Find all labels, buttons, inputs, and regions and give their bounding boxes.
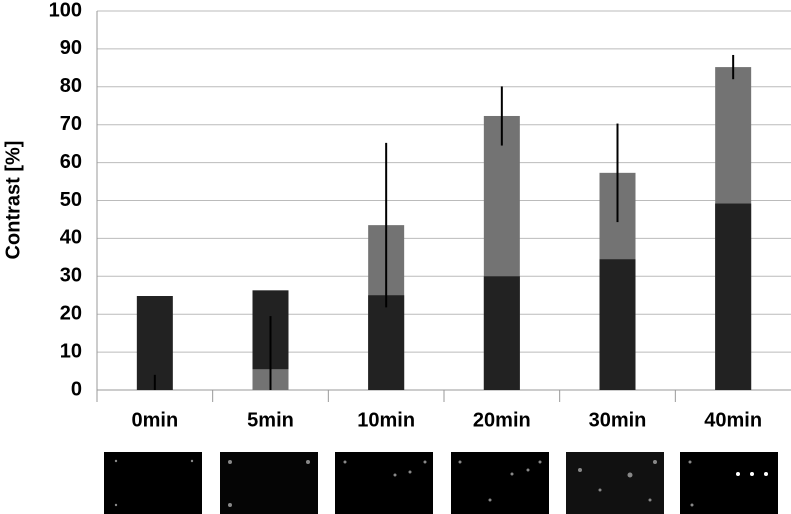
- x-tick-label: 10min: [357, 409, 415, 431]
- y-tick-label: 80: [60, 75, 82, 97]
- thumbnail: [220, 452, 318, 514]
- bar: [136, 296, 173, 390]
- bar: [599, 259, 636, 390]
- y-tick-label: 20: [60, 302, 82, 324]
- bar: [368, 295, 405, 390]
- error-bars: [153, 54, 735, 390]
- y-axis-title: Contrast [%]: [2, 141, 24, 260]
- y-tick-label: 10: [60, 340, 82, 362]
- x-tick-label: 40min: [704, 409, 762, 431]
- y-tick-label: 40: [60, 227, 82, 249]
- x-tick-label: 20min: [473, 409, 531, 431]
- thumbnail: [335, 452, 433, 514]
- y-tick-label: 30: [60, 265, 82, 287]
- y-tick-label: 100: [49, 0, 82, 21]
- thumbnail: [566, 452, 664, 514]
- thumbnail: [104, 452, 202, 514]
- y-tick-label: 50: [60, 189, 82, 211]
- thumbnails: [104, 452, 778, 514]
- x-tick-label: 5min: [247, 409, 294, 431]
- thumbnail: [680, 452, 778, 514]
- bar: [483, 276, 520, 390]
- y-tick-label: 0: [71, 378, 82, 400]
- y-tick-label: 70: [60, 113, 82, 135]
- y-tick-label: 90: [60, 37, 82, 59]
- x-tick-label: 30min: [589, 409, 647, 431]
- thumbnail: [451, 452, 549, 514]
- bar: [715, 203, 752, 390]
- x-tick-label: 0min: [131, 409, 178, 431]
- y-tick-label: 60: [60, 151, 82, 173]
- thumbnail-spots: [114, 459, 768, 507]
